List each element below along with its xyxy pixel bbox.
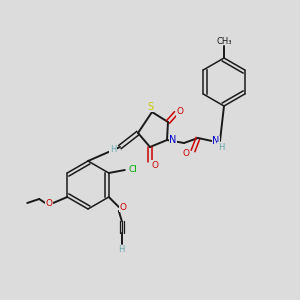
Text: H: H [118,245,125,254]
Text: S: S [147,102,153,112]
Text: H: H [218,142,224,152]
Text: O: O [46,199,53,208]
Text: O: O [119,202,126,211]
Text: N: N [169,135,177,145]
Text: O: O [152,160,158,169]
Text: N: N [212,136,220,146]
Text: O: O [176,107,184,116]
Text: CH₃: CH₃ [216,37,232,46]
Text: O: O [182,149,190,158]
Text: H: H [110,146,116,154]
Text: Cl: Cl [128,166,137,175]
